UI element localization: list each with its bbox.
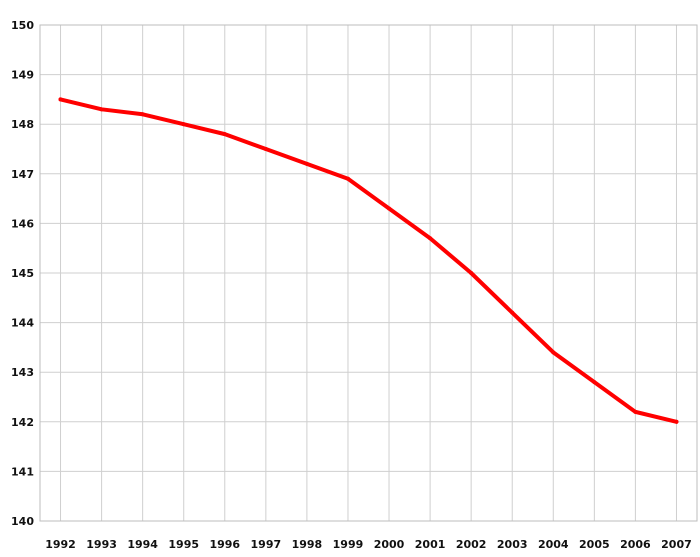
data-point-2006	[633, 409, 638, 414]
x-tick-label: 1992	[45, 538, 76, 551]
data-point-1997	[263, 147, 268, 151]
data-point-1993	[99, 107, 104, 112]
data-point-2000	[387, 206, 392, 211]
x-tick-label: 1997	[251, 538, 282, 551]
x-tick-label: 1999	[333, 538, 364, 551]
y-tick-label: 144	[11, 317, 34, 330]
grid	[40, 24, 697, 522]
x-tick-label: 2004	[538, 538, 569, 551]
data-point-2005	[592, 380, 597, 385]
data-point-2001	[428, 236, 433, 241]
x-tick-label: 1996	[209, 538, 240, 551]
axes	[39, 24, 698, 522]
x-tick-label: 2000	[374, 538, 405, 551]
y-tick-label: 143	[11, 366, 34, 379]
x-tick-label: 1994	[127, 538, 158, 551]
data-point-1999	[345, 176, 350, 181]
x-tick-label: 2002	[456, 538, 487, 551]
plot-frame	[39, 24, 698, 522]
data-point-1994	[140, 112, 145, 117]
series-line-0	[58, 97, 679, 424]
y-tick-label: 146	[11, 217, 34, 230]
y-tick-label: 141	[11, 465, 34, 478]
y-tick-label: 140	[11, 515, 34, 528]
y-tick-label: 149	[11, 69, 34, 82]
data-point-2003	[510, 310, 515, 315]
y-tick-label: 150	[11, 19, 34, 32]
data-point-1996	[222, 132, 227, 137]
y-tick-label: 148	[11, 118, 34, 131]
x-tick-label: 2006	[620, 538, 651, 551]
data-point-1995	[181, 122, 186, 127]
data-point-2007	[674, 419, 679, 424]
data-point-2002	[469, 271, 474, 275]
x-tick-label: 2007	[661, 538, 692, 551]
x-tick-label: 1998	[292, 538, 323, 551]
data-point-1998	[304, 161, 309, 166]
x-tick-label: 2003	[497, 538, 528, 551]
data-point-1992	[58, 97, 63, 102]
x-tick-label: 2001	[415, 538, 446, 551]
x-tick-label: 1995	[168, 538, 199, 551]
tick-labels: 140 141 142 143 144 145 146 147 148 149 150 1992 199…	[11, 19, 692, 551]
x-tick-label: 2005	[579, 538, 610, 551]
x-tick-label: 1993	[86, 538, 117, 551]
data-point-2004	[551, 350, 556, 355]
y-tick-label: 147	[11, 168, 34, 181]
series	[58, 97, 679, 424]
y-tick-label: 145	[11, 267, 34, 280]
y-tick-label: 142	[11, 416, 34, 429]
